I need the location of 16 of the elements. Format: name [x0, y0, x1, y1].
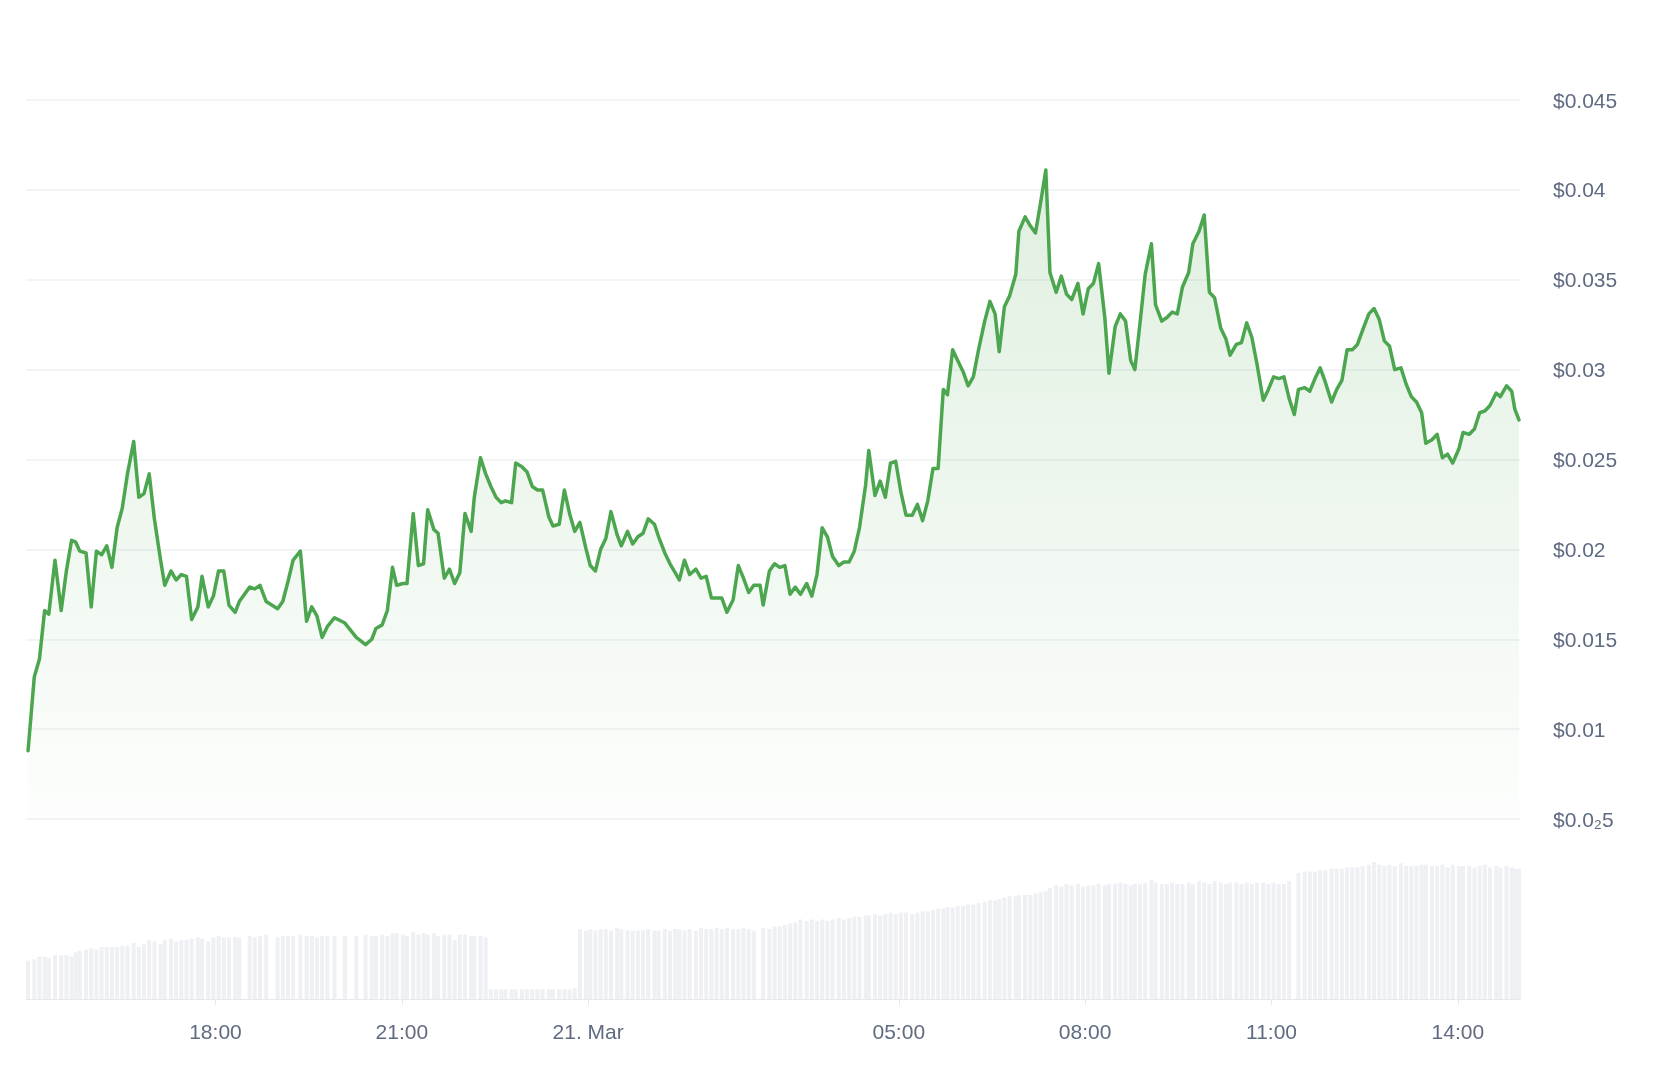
x-tick-label: 05:00: [872, 1020, 926, 1043]
x-tick-label: 08:00: [1058, 1020, 1112, 1043]
y-tick-label: $0.025: [1553, 448, 1618, 471]
y-tick-label: $0.02: [1553, 537, 1606, 561]
x-tick-label: 21. Mar: [552, 1020, 624, 1043]
y-tick-label: $0.035: [1553, 268, 1618, 292]
y-tick-label: $0.04: [1553, 178, 1606, 202]
x-tick-label: 14:00: [1431, 1020, 1485, 1043]
y-tick-label: $0.0₂5: [1553, 807, 1614, 831]
x-tick-label: 21:00: [375, 1020, 429, 1043]
x-tick-label: 18:00: [189, 1020, 242, 1043]
y-tick-label: $0.045: [1553, 88, 1618, 112]
y-tick-label: $0.01: [1553, 717, 1606, 741]
y-tick-label: $0.03: [1553, 358, 1606, 382]
y-tick-label: $0.015: [1553, 627, 1618, 651]
x-tick-label: 11:00: [1246, 1020, 1298, 1043]
